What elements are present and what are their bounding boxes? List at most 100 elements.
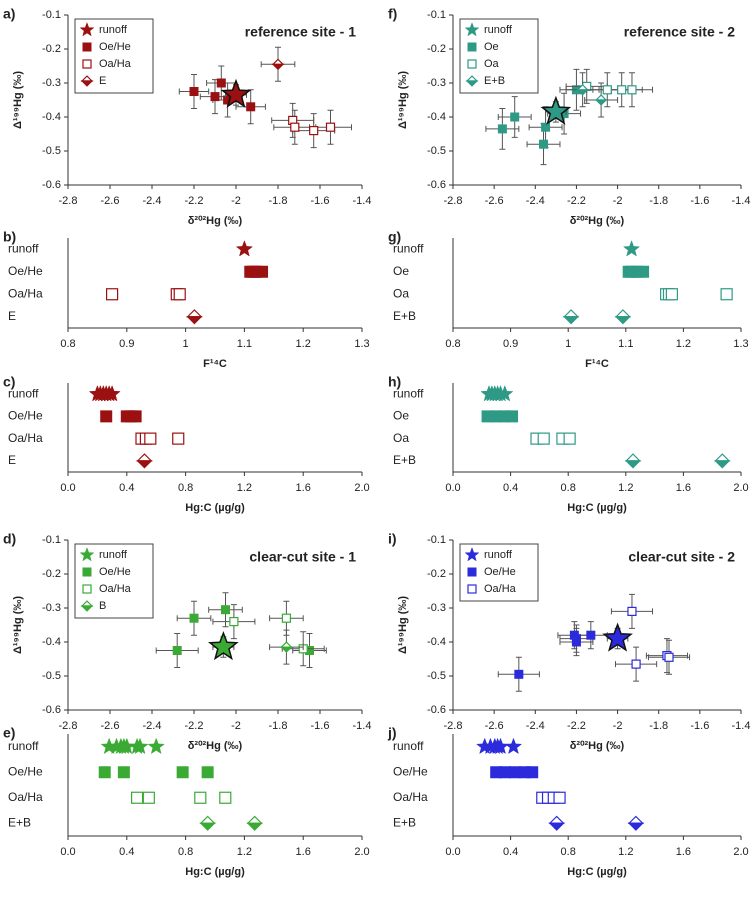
square	[189, 87, 199, 96]
x-tick-label: -1.4	[732, 195, 751, 207]
open-square	[219, 791, 232, 804]
open-square	[105, 288, 119, 301]
x-tick-label: 1.1	[618, 338, 633, 350]
strip-point	[173, 288, 186, 301]
x-tick-label: -2.2	[567, 720, 586, 732]
y-axis-label: Δ¹⁹⁹Hg (‰)	[397, 71, 409, 129]
x-tick-label: 1.2	[296, 338, 311, 350]
square	[82, 42, 92, 52]
square	[539, 139, 549, 149]
strip-point	[186, 309, 203, 325]
square	[117, 766, 130, 779]
point	[208, 630, 239, 661]
square	[586, 630, 596, 640]
strip-point	[147, 737, 165, 755]
y-tick-label: -0.1	[42, 9, 61, 21]
x-tick-label: -2.4	[143, 195, 162, 207]
y-tick-label: -0.6	[42, 704, 61, 716]
legend-label: Oe/He	[99, 566, 131, 578]
strip-point	[627, 815, 645, 831]
x-axis-label: Hg:C (µg/g)	[185, 502, 245, 514]
panel-title: reference site - 1	[245, 24, 356, 40]
open-square	[602, 85, 612, 95]
strip-point	[130, 791, 144, 804]
open-square	[130, 791, 144, 804]
row-label: E+B	[393, 453, 416, 467]
x-tick-label: -2.8	[59, 720, 78, 732]
point	[246, 102, 256, 112]
diamond-bottom	[136, 460, 153, 469]
x-tick-label: 0.8	[561, 482, 576, 494]
x-tick-label: 0.0	[445, 846, 460, 858]
x-tick-label: -2.8	[444, 720, 463, 732]
panel-label: h)	[388, 374, 401, 390]
square	[82, 567, 92, 577]
x-tick-label: 2.0	[733, 482, 748, 494]
x-tick-label: -1.4	[353, 195, 372, 207]
y-tick-label: -0.5	[427, 670, 446, 682]
panel-label: d)	[3, 531, 16, 547]
panel-label: b)	[3, 229, 16, 245]
x-tick-label: 0.4	[119, 846, 134, 858]
x-tick-label: -2	[231, 720, 241, 732]
legend-label: Oa/Ha	[484, 583, 517, 595]
panel-label: g)	[388, 229, 401, 245]
strip-point	[720, 288, 733, 301]
x-tick-label: 1.3	[354, 338, 369, 350]
y-tick-label: -0.4	[42, 111, 61, 123]
point	[571, 637, 581, 647]
x-tick-label: 0.0	[445, 482, 460, 494]
point	[216, 78, 226, 88]
star	[540, 95, 572, 125]
y-tick-label: -0.1	[42, 534, 61, 546]
x-tick-label: -2.2	[567, 195, 586, 207]
square	[100, 410, 113, 423]
row-label: E	[8, 309, 16, 323]
x-tick-label: 2.0	[354, 482, 369, 494]
strip-point	[553, 791, 566, 804]
diamond-top	[594, 94, 608, 101]
square	[497, 124, 507, 134]
panel-title: clear-cut site - 2	[628, 549, 735, 565]
y-tick-label: -0.5	[42, 670, 61, 682]
row-label: runoff	[8, 739, 39, 753]
open-square	[82, 59, 92, 69]
x-tick-label: 1.6	[296, 846, 311, 858]
x-tick-label: -2.6	[101, 195, 120, 207]
open-square	[281, 613, 291, 623]
legend-label: Oa/Ha	[99, 58, 132, 70]
diamond-bottom	[279, 646, 293, 653]
legend-label: Oe	[484, 41, 499, 53]
row-label: E	[8, 453, 16, 467]
row-label: runoff	[393, 739, 424, 753]
open-square	[563, 432, 576, 445]
legend-marker	[82, 59, 92, 69]
strip-point	[526, 766, 539, 779]
x-tick-label: -2	[613, 720, 623, 732]
open-square	[553, 791, 566, 804]
strip-point	[665, 288, 678, 301]
open-square	[467, 584, 477, 594]
x-tick-label: -2.4	[526, 720, 545, 732]
legend-marker	[467, 42, 477, 52]
diamond-bottom	[80, 605, 94, 612]
open-square	[617, 85, 627, 95]
square	[467, 567, 477, 577]
x-tick-label: 1	[183, 338, 189, 350]
diamond-top	[136, 453, 153, 462]
y-tick-label: -0.3	[427, 602, 446, 614]
open-square	[194, 791, 207, 804]
strip-point	[504, 737, 523, 755]
x-tick-label: 1.6	[296, 482, 311, 494]
star	[602, 622, 633, 652]
row-label: Oe/He	[8, 409, 43, 423]
y-tick-label: -0.3	[427, 77, 446, 89]
strip-point	[548, 815, 565, 831]
diamond-bottom	[465, 80, 479, 87]
point	[594, 94, 608, 106]
legend-marker	[82, 584, 92, 594]
legend-marker	[464, 22, 480, 37]
point	[325, 122, 336, 132]
row-label: Oa	[393, 431, 409, 445]
square	[98, 766, 111, 779]
